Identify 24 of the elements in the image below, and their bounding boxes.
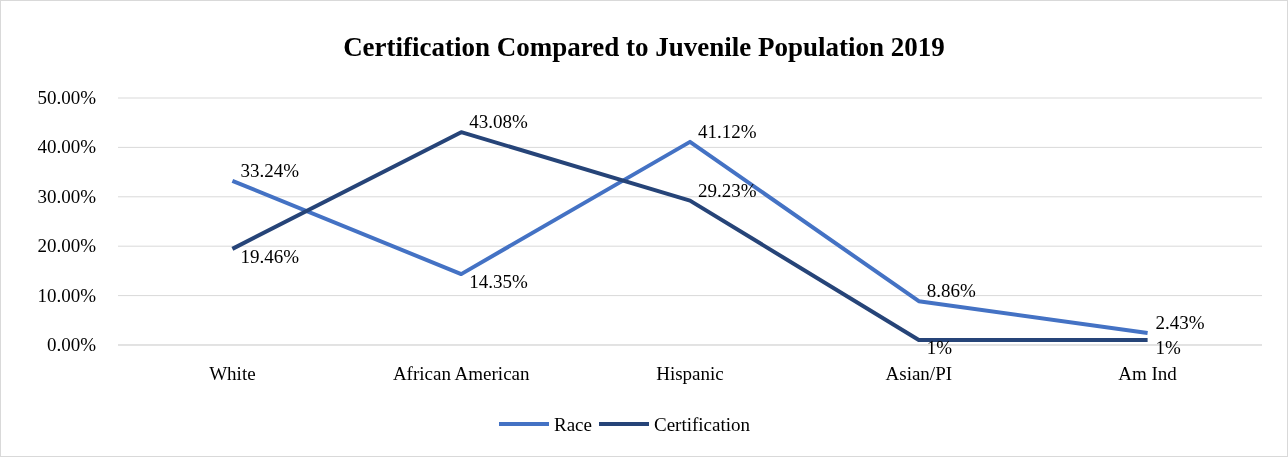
data-label: 1% xyxy=(1155,337,1182,359)
data-label: 41.12% xyxy=(698,120,757,142)
x-tick-label: African American xyxy=(392,363,531,384)
y-tick-label: 0.00% xyxy=(46,334,97,355)
x-tick-label: Asian/PI xyxy=(885,363,953,384)
data-label: 8.86% xyxy=(926,280,977,302)
y-tick-label: 30.00% xyxy=(37,185,97,207)
data-label: 43.08% xyxy=(469,111,528,133)
x-tick-label: Hispanic xyxy=(656,363,724,384)
y-tick-label: 50.00% xyxy=(37,87,97,108)
data-label: 14.35% xyxy=(469,271,528,293)
x-tick-label: Am Ind xyxy=(1118,363,1178,384)
y-tick-label: 20.00% xyxy=(37,235,97,257)
data-label: 29.23% xyxy=(698,179,757,201)
data-label: 33.24% xyxy=(240,159,300,181)
data-label: 2.43% xyxy=(1155,312,1205,333)
legend-label: Certification xyxy=(654,414,751,435)
data-label: 19.46% xyxy=(240,245,300,267)
legend-label: Race xyxy=(554,414,592,435)
data-label: 1% xyxy=(926,337,953,359)
x-tick-label: White xyxy=(209,363,256,384)
y-tick-label: 40.00% xyxy=(37,136,97,158)
y-tick-label: 10.00% xyxy=(37,284,97,306)
chart-title: Certification Compared to Juvenile Population 2019 xyxy=(343,32,945,62)
